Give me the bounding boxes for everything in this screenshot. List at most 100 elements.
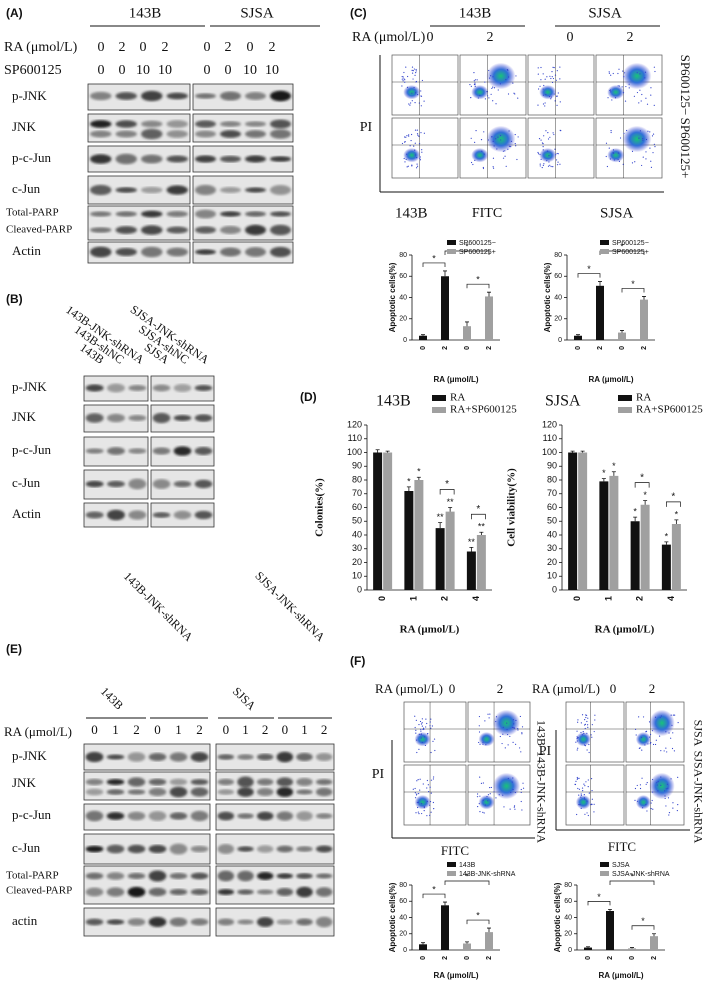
cell-dot [412, 788, 414, 790]
legend-label: 143B [459, 862, 476, 869]
band [152, 384, 171, 392]
cell-dot [617, 152, 619, 154]
label: 0 [225, 63, 232, 78]
cell-dot [429, 804, 431, 806]
band [128, 414, 147, 422]
cell-dot [653, 143, 655, 145]
error-bar [443, 270, 447, 277]
cell-dot [478, 803, 480, 805]
band [237, 787, 254, 797]
cell-dot [411, 72, 414, 74]
label: c-Jun [12, 840, 41, 855]
cell-dot [507, 76, 510, 78]
x-tick-label: 0 [420, 346, 427, 350]
cell-dot [610, 130, 612, 132]
cell-dot [404, 79, 406, 81]
band [195, 155, 216, 163]
cell-dot [419, 778, 421, 780]
band [106, 844, 125, 854]
cell-dot [502, 794, 504, 796]
error-bar [465, 941, 469, 944]
label: 143B [129, 5, 162, 21]
cell-dot [418, 748, 420, 750]
cell-dot [584, 723, 587, 725]
error-bar [664, 541, 669, 545]
cell-dot [420, 733, 422, 735]
bar [485, 296, 493, 340]
blot [192, 241, 294, 264]
band [190, 872, 209, 880]
cell-dot [672, 807, 674, 809]
cell-dot [492, 157, 495, 159]
cell-cluster [607, 85, 625, 100]
cell-dot [591, 789, 593, 792]
cell-dot [420, 90, 422, 92]
cell-dot [474, 82, 476, 84]
cell-dot [421, 725, 423, 727]
cell-dot [414, 154, 416, 156]
cell-dot [608, 147, 610, 149]
band [90, 130, 112, 138]
cell-dot [421, 741, 423, 743]
cell-dot [638, 716, 640, 718]
bar [445, 511, 455, 590]
label: RA (μmol/L) [4, 724, 72, 739]
cell-dot [638, 137, 640, 139]
label: RA (μmol/L) [375, 681, 443, 696]
flow-plot [403, 701, 467, 763]
cell-dot [587, 814, 589, 817]
cell-dot [429, 725, 431, 727]
cell-dot [488, 69, 490, 72]
cell-dot [665, 788, 667, 790]
cell-dot [552, 77, 555, 80]
cell-dot [557, 161, 559, 163]
band [115, 226, 137, 234]
band [270, 246, 291, 258]
cell-dot [487, 794, 490, 796]
band [90, 184, 112, 196]
label: (D) [300, 390, 317, 404]
bar [414, 480, 424, 590]
cell-dot [610, 74, 612, 76]
cell-dot [426, 800, 428, 802]
bracket [422, 893, 446, 899]
blot [83, 803, 211, 831]
cell-dot [650, 94, 652, 96]
cell-dot [420, 730, 422, 732]
cell-dot [506, 728, 508, 731]
cell-dot [423, 100, 425, 102]
cell-dot [419, 158, 421, 160]
band [90, 227, 112, 233]
band [169, 752, 188, 762]
significance: ** [468, 537, 476, 547]
cell-dot [513, 806, 515, 808]
cell-dot [610, 131, 612, 134]
cell-dot [502, 726, 504, 728]
cell-dot [415, 794, 418, 796]
band [106, 919, 125, 925]
band [115, 211, 137, 217]
band [217, 870, 235, 882]
significance: ** [447, 497, 455, 507]
cell-dot [641, 736, 643, 739]
cell-dot [582, 730, 584, 733]
cell-dot [476, 79, 478, 81]
cell-dot [550, 77, 552, 80]
cell-dot [587, 717, 589, 719]
x-tick-label: 4 [471, 596, 481, 601]
band [115, 92, 137, 100]
band [190, 779, 209, 785]
cell-dot [417, 779, 419, 781]
cell-dot [644, 744, 646, 746]
cell-dot [483, 153, 485, 155]
error-bar [601, 478, 606, 482]
cell-dot [426, 787, 428, 789]
band [85, 448, 104, 454]
annotation: * [597, 892, 601, 902]
cell-dot [521, 733, 523, 735]
cell-dot [482, 782, 484, 784]
error-bar [643, 500, 648, 505]
cell-dot [624, 72, 626, 74]
label: 0 [427, 30, 434, 45]
